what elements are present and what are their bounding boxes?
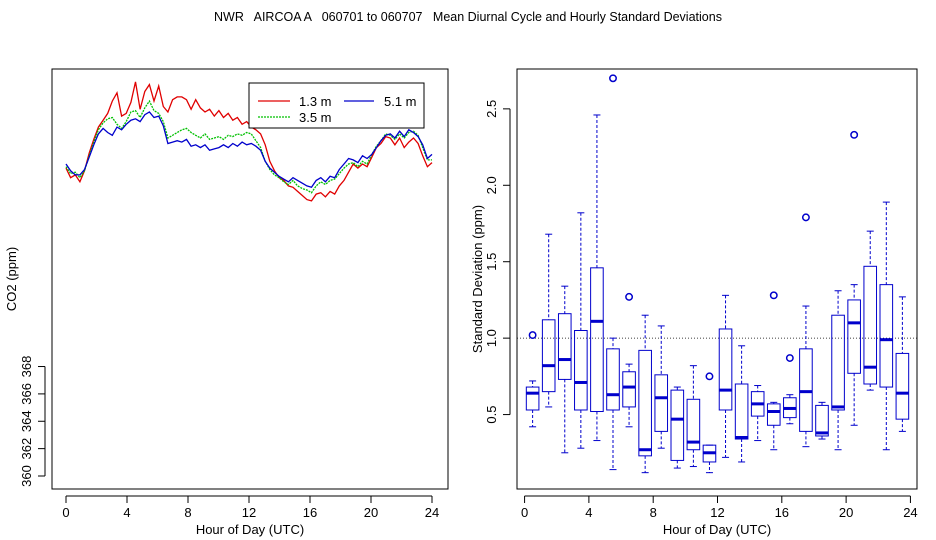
box-iqr bbox=[622, 371, 636, 408]
x-tick-label: 8 bbox=[184, 505, 191, 520]
outlier-point bbox=[785, 354, 794, 362]
box-iqr bbox=[525, 386, 540, 411]
y-tick-label: 1.0 bbox=[484, 329, 499, 347]
box-iqr bbox=[879, 284, 894, 388]
legend-label-5-1m: 5.1 m bbox=[384, 94, 417, 109]
box-iqr bbox=[815, 404, 829, 437]
box-hour bbox=[879, 201, 894, 451]
box-hour bbox=[702, 372, 717, 474]
box-hour bbox=[557, 285, 572, 454]
outlier-point bbox=[528, 331, 537, 340]
x-tick-label: 20 bbox=[839, 505, 853, 520]
series-line-5-1-m bbox=[65, 111, 433, 189]
box-hour bbox=[895, 296, 910, 432]
boxplot-y-axis: 0.5 1.0 1.5 2.0 2.5 bbox=[484, 100, 511, 424]
figure-title: NWR AIRCOA A 060701 to 060707 Mean Diurn… bbox=[214, 10, 722, 24]
box-hour bbox=[541, 233, 556, 408]
box-hour bbox=[718, 294, 733, 458]
x-tick-label: 16 bbox=[775, 505, 789, 520]
box-hour bbox=[847, 130, 861, 426]
line-chart-panel: 0 4 8 12 16 20 24 360 362 364 366 368 Hour of Day … bbox=[4, 68, 449, 537]
y-tick-label: 1.5 bbox=[484, 253, 499, 271]
box-iqr bbox=[895, 352, 910, 420]
legend-label-3-5m: 3.5 m bbox=[299, 110, 332, 125]
box-hour bbox=[670, 386, 685, 469]
box-iqr bbox=[831, 314, 845, 411]
box-hour bbox=[783, 354, 797, 425]
box-iqr bbox=[863, 265, 878, 385]
box-iqr bbox=[766, 403, 781, 426]
box-hour bbox=[815, 401, 829, 440]
box-iqr bbox=[734, 383, 749, 440]
box-iqr bbox=[686, 398, 701, 451]
box-iqr bbox=[799, 348, 813, 432]
line-chart-x-label: Hour of Day (UTC) bbox=[196, 522, 304, 537]
box-iqr bbox=[654, 374, 669, 432]
boxplot-panel: 0 4 8 12 16 20 24 0.5 1.0 1.5 2.0 2.5 Hour of Day … bbox=[470, 68, 918, 537]
y-tick-label: 366 bbox=[19, 383, 34, 405]
box-hour bbox=[686, 365, 701, 468]
line-chart-y-label: CO2 (ppm) bbox=[4, 247, 19, 311]
x-tick-label: 4 bbox=[123, 505, 130, 520]
x-tick-label: 8 bbox=[650, 505, 657, 520]
box-hour bbox=[590, 114, 604, 442]
x-tick-label: 4 bbox=[585, 505, 592, 520]
x-tick-label: 0 bbox=[521, 505, 528, 520]
boxplot-y-label: Standard Deviation (ppm) bbox=[470, 205, 485, 353]
outlier-point bbox=[769, 291, 778, 300]
outlier-point bbox=[609, 74, 617, 83]
x-tick-label: 12 bbox=[242, 505, 256, 520]
box-hour bbox=[799, 213, 813, 448]
box-hour bbox=[766, 291, 781, 451]
x-tick-label: 20 bbox=[364, 505, 378, 520]
legend-label-1-3m: 1.3 m bbox=[299, 94, 332, 109]
outlier-point bbox=[705, 372, 714, 381]
outlier-point bbox=[625, 292, 634, 301]
boxplot-x-label: Hour of Day (UTC) bbox=[663, 522, 771, 537]
y-tick-label: 364 bbox=[19, 410, 34, 432]
y-tick-label: 368 bbox=[19, 356, 34, 378]
line-chart-x-axis: 0 4 8 12 16 20 24 bbox=[62, 495, 439, 520]
y-tick-label: 2.0 bbox=[484, 176, 499, 194]
boxplot-group bbox=[525, 74, 910, 474]
box-iqr bbox=[670, 389, 685, 461]
y-tick-label: 0.5 bbox=[484, 406, 499, 424]
box-hour bbox=[734, 345, 749, 463]
y-tick-label: 2.5 bbox=[484, 100, 499, 118]
box-iqr bbox=[557, 313, 572, 380]
line-chart-y-axis: 360 362 364 366 368 bbox=[19, 356, 46, 487]
box-iqr bbox=[606, 348, 620, 411]
box-iqr bbox=[718, 328, 733, 411]
outlier-point bbox=[850, 130, 859, 139]
box-hour bbox=[654, 325, 669, 449]
y-tick-label: 362 bbox=[19, 438, 34, 460]
box-iqr bbox=[541, 319, 556, 393]
box-iqr bbox=[638, 349, 652, 457]
box-iqr bbox=[847, 299, 861, 374]
x-tick-label: 24 bbox=[425, 505, 439, 520]
box-iqr bbox=[574, 330, 588, 411]
x-tick-label: 12 bbox=[710, 505, 724, 520]
box-hour bbox=[606, 74, 620, 471]
box-hour bbox=[622, 292, 636, 428]
box-hour bbox=[750, 385, 765, 442]
x-tick-label: 16 bbox=[303, 505, 317, 520]
box-hour bbox=[525, 331, 540, 428]
series-line-3-5-m bbox=[65, 99, 432, 194]
x-tick-label: 0 bbox=[62, 505, 69, 520]
boxplot-x-axis: 0 4 8 12 16 20 24 bbox=[521, 495, 918, 520]
box-hour bbox=[831, 290, 845, 451]
y-tick-label: 360 bbox=[19, 465, 34, 487]
box-iqr bbox=[590, 267, 604, 413]
legend-box bbox=[248, 82, 425, 129]
outlier-point bbox=[801, 213, 810, 222]
box-hour bbox=[638, 314, 652, 474]
boxplot-plot-frame bbox=[516, 68, 918, 490]
box-hour bbox=[863, 230, 878, 391]
box-hour bbox=[574, 212, 588, 449]
x-tick-label: 24 bbox=[903, 505, 917, 520]
legend: 1.3 m 3.5 m 5.1 m bbox=[248, 82, 425, 129]
line-chart-plot-frame bbox=[51, 68, 449, 490]
